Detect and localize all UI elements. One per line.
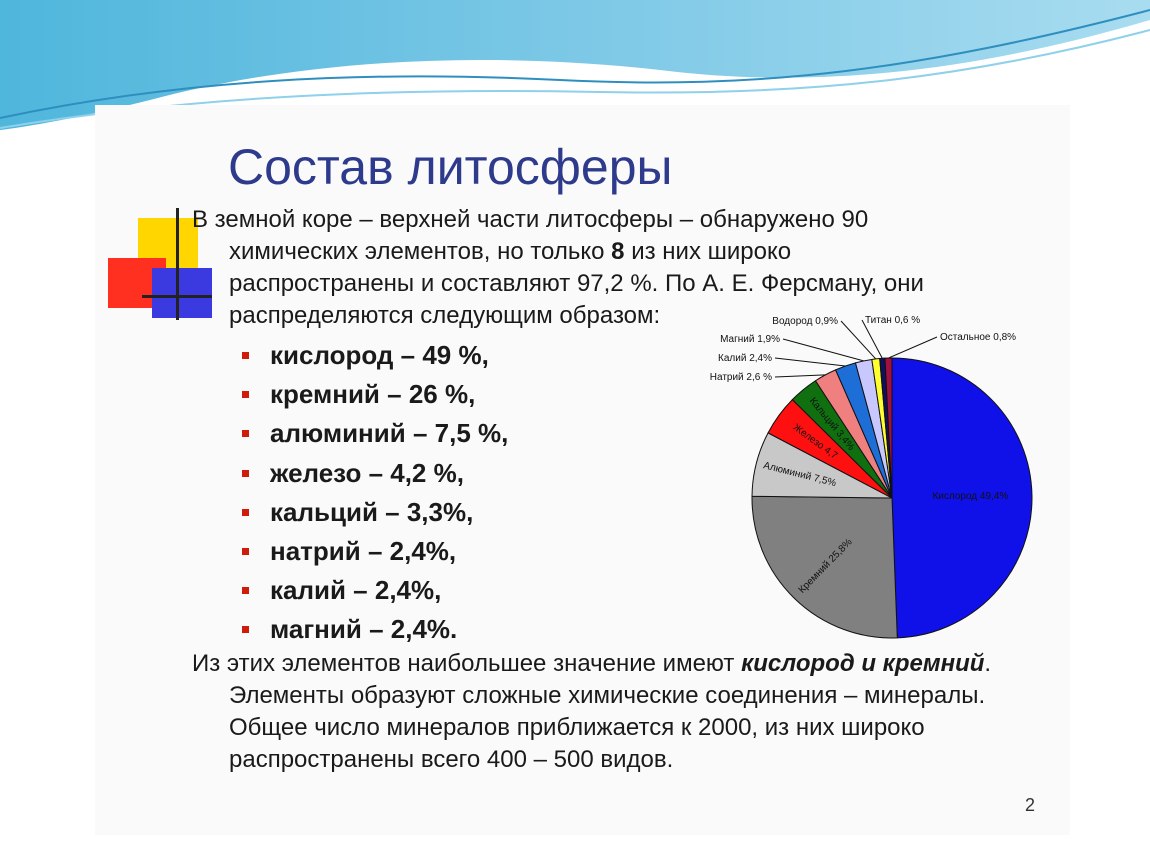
pie-leader-line [774, 374, 826, 378]
pie-slice [891, 357, 1033, 639]
bullet-square-icon [242, 508, 249, 516]
element-list-item: кремний – 26 %, [240, 375, 508, 414]
conclusion-paragraph: Из этих элементов наибольшее значение им… [192, 648, 1037, 776]
intro-line: химических элементов, но только 8 из них… [229, 238, 792, 265]
deco-vertical-line [176, 208, 179, 320]
intro-line: распространены и составляют 97,2 %. По А… [229, 270, 924, 297]
bullet-square-icon [242, 587, 249, 595]
element-list-item: кальций – 3,3%, [240, 493, 508, 532]
conclusion-line: Общее число минералов приближается к 200… [229, 714, 925, 741]
pie-slice-label: Титан 0,6 % [865, 315, 920, 326]
pie-leader-line [888, 336, 938, 359]
conclusion-line: распространены всего 400 – 500 видов. [229, 746, 674, 773]
element-list-item: калий – 2,4%, [240, 571, 508, 610]
pie-slice-label: Калий 2,4% [718, 353, 772, 364]
element-list-text: кальций – 3,3%, [270, 496, 474, 527]
wave-line [0, 9, 1150, 119]
pie-slice [751, 495, 898, 639]
bullet-square-icon [242, 430, 249, 438]
lithosphere-pie-chart: Кислород 49,4%Кремний 25,8%Алюминий 7,5%… [710, 315, 1033, 639]
intro-line: распределяются следующим образом: [229, 302, 661, 329]
bullet-square-icon [242, 547, 249, 555]
element-list-text: алюминий – 7,5 %, [270, 418, 509, 449]
conclusion-line: Элементы образуют сложные химические сое… [229, 682, 986, 709]
conclusion-line: Из этих элементов наибольшее значение им… [192, 650, 992, 677]
pie-leader-line [861, 319, 883, 359]
bullet-square-icon [242, 352, 249, 359]
header-wave-decoration [0, 0, 1150, 130]
wave-line [0, 29, 1150, 129]
element-list-text: калий – 2,4%, [270, 575, 442, 606]
element-list: кислород – 49 %, кремний – 26 %, алюминий … [240, 336, 508, 650]
element-list-text: кислород – 49 %, [270, 340, 489, 370]
element-list-text: магний – 2,4%. [270, 614, 458, 645]
element-list-text: кремний – 26 %, [270, 379, 476, 410]
slide-title: Состав литосферы [228, 139, 673, 195]
pie-slice-label: Магний 1,9% [720, 334, 780, 345]
element-list-item: алюминий – 7,5 %, [240, 414, 508, 453]
element-list-item: железо – 4,2 %, [240, 454, 508, 493]
intro-line: В земной коре – верхней части литосферы … [192, 206, 869, 233]
element-list-text: железо – 4,2 %, [270, 457, 464, 488]
pie-slice-label: Водород 0,9% [772, 316, 838, 327]
deco-horizontal-line [142, 295, 212, 298]
element-list-text: натрий – 2,4%, [270, 535, 457, 566]
emphasis-elements: кислород и кремний [741, 650, 985, 677]
pie-slice-label: Остальное 0,8% [940, 332, 1016, 343]
pie-leader-line [782, 338, 864, 362]
bullet-square-icon [242, 469, 249, 477]
bullet-square-icon [242, 391, 249, 399]
bullet-square-icon [242, 626, 249, 634]
element-list-item: натрий – 2,4%, [240, 532, 508, 571]
count-highlight: 8 [611, 238, 625, 265]
corner-square-decoration [108, 208, 212, 320]
wave-band [0, 0, 1150, 130]
pie-slice-label: Натрий 2,6 % [710, 372, 772, 383]
intro-paragraph: В земной коре – верхней части литосферы … [192, 204, 1037, 332]
pie-slice-label: Кислород 49,4% [932, 491, 1008, 502]
page-number: 2 [1025, 795, 1036, 815]
element-list-item: кислород – 49 %, [240, 336, 508, 375]
deco-blue-square [152, 268, 212, 318]
pie-leader-line [774, 357, 846, 367]
pie-leader-line [840, 320, 877, 360]
element-list-item: магний – 2,4%. [240, 610, 508, 649]
